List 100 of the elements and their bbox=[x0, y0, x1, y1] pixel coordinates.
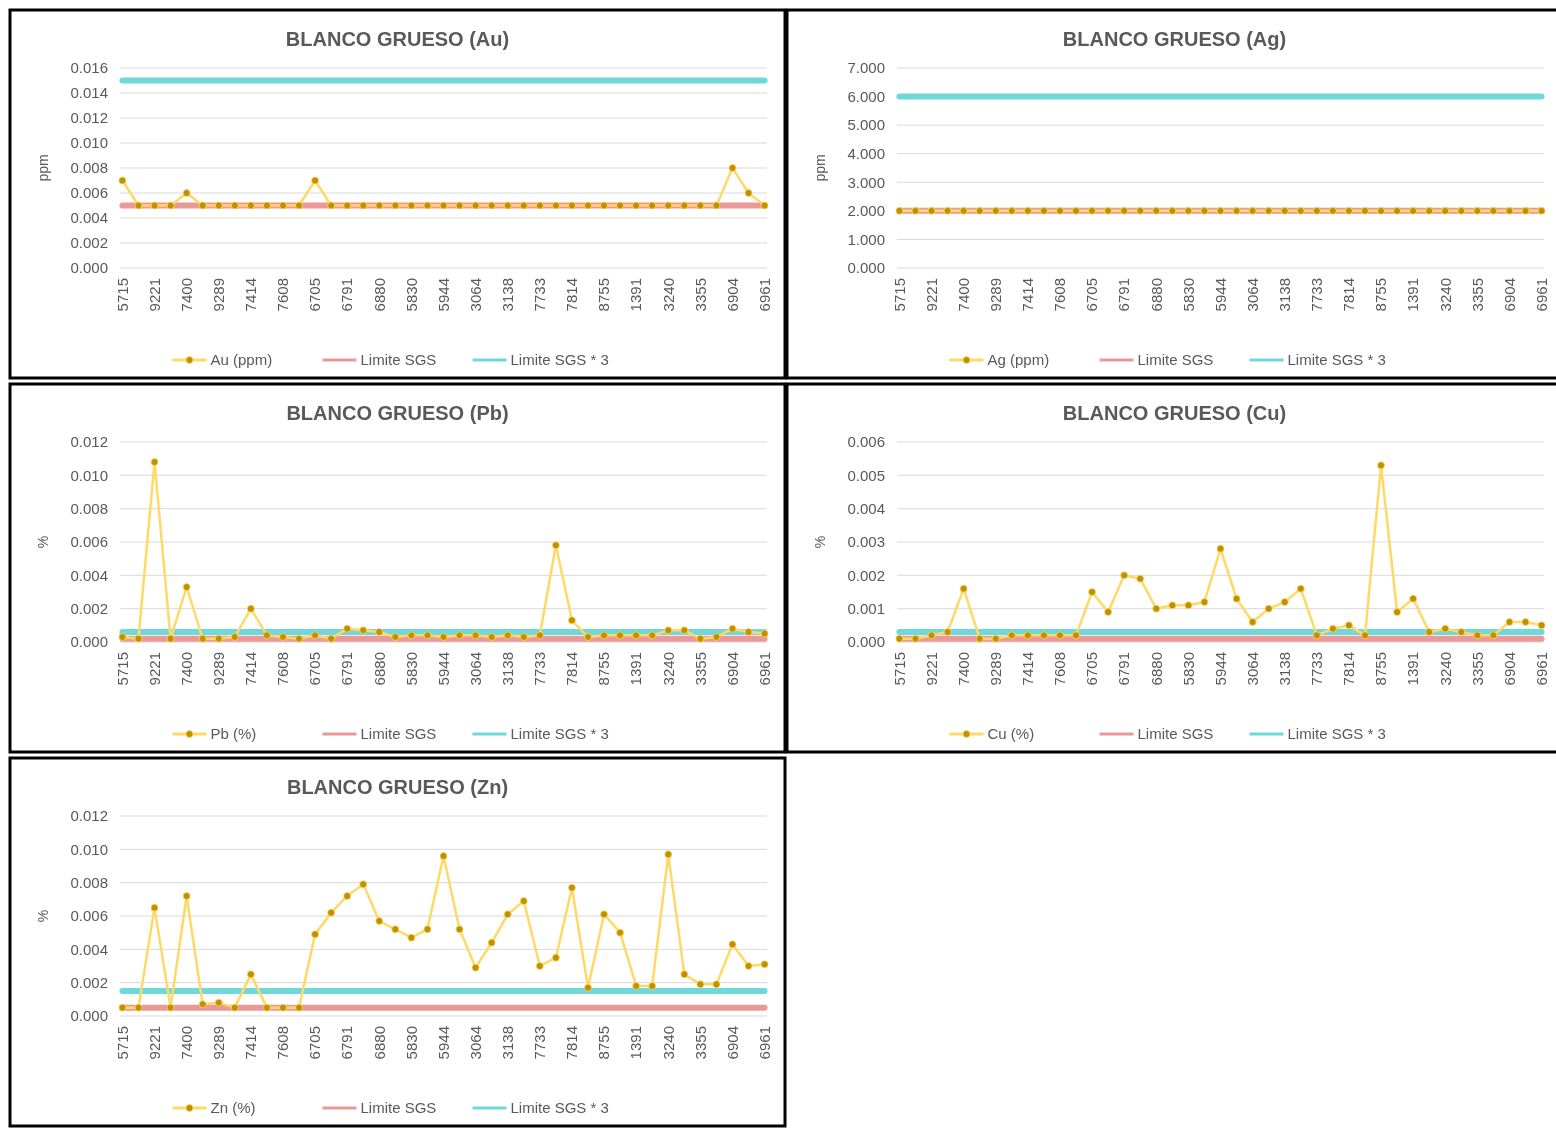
point bbox=[911, 634, 920, 643]
x-tick-label: 3240 bbox=[659, 278, 677, 312]
x-tick-label: 6705 bbox=[1083, 278, 1101, 312]
y-tick-label: 0.006 bbox=[70, 907, 108, 925]
point bbox=[664, 850, 673, 859]
y-tick-label: 0.002 bbox=[70, 973, 108, 991]
x-tick-label: 3138 bbox=[1275, 652, 1293, 686]
point bbox=[519, 633, 528, 641]
point bbox=[279, 633, 287, 641]
point bbox=[198, 1000, 207, 1009]
point bbox=[1328, 624, 1337, 633]
point bbox=[680, 201, 689, 210]
y-tick-label: 0.000 bbox=[847, 259, 885, 277]
x-tick-label: 6961 bbox=[755, 278, 773, 312]
x-tick-label: 7414 bbox=[1019, 278, 1037, 312]
x-tick-label: 7733 bbox=[531, 1026, 549, 1060]
x-tick-label: 5830 bbox=[402, 278, 420, 312]
x-tick-label: 9289 bbox=[986, 652, 1004, 686]
y-tick-label: 6.000 bbox=[847, 87, 885, 105]
x-tick-label: 7400 bbox=[954, 652, 972, 686]
y-axis-title: % bbox=[812, 535, 828, 549]
y-tick-label: 0.010 bbox=[70, 840, 108, 858]
point bbox=[975, 634, 984, 643]
y-tick-label: 0.006 bbox=[70, 533, 108, 551]
point bbox=[1425, 628, 1434, 636]
x-tick-label: 6904 bbox=[723, 278, 741, 312]
x-tick-label: 3138 bbox=[498, 652, 516, 686]
x-tick-label: 5944 bbox=[434, 278, 452, 312]
x-tick-label: 5715 bbox=[113, 278, 131, 312]
x-tick-label: 7814 bbox=[563, 278, 581, 312]
x-tick-label: 7608 bbox=[274, 1026, 292, 1060]
x-tick-label: 3355 bbox=[691, 1026, 709, 1060]
legend-label: Limite SGS * 3 bbox=[1287, 351, 1386, 369]
point bbox=[279, 201, 287, 210]
legend-label: Limite SGS bbox=[360, 351, 437, 369]
x-tick-label: 3240 bbox=[659, 652, 677, 686]
x-tick-label: 7733 bbox=[531, 652, 549, 686]
y-tick-label: 0.010 bbox=[70, 466, 108, 484]
x-tick-label: 6904 bbox=[723, 652, 741, 686]
point bbox=[230, 633, 239, 641]
x-tick-label: 3064 bbox=[466, 278, 484, 312]
x-tick-label: 6705 bbox=[306, 1026, 324, 1060]
x-tick-label: 7814 bbox=[1340, 278, 1358, 312]
y-tick-label: 0.008 bbox=[70, 159, 108, 177]
x-tick-label: 3138 bbox=[1275, 278, 1293, 312]
point bbox=[1441, 624, 1450, 633]
point bbox=[1264, 604, 1273, 613]
point bbox=[503, 201, 512, 210]
y-axis-title: % bbox=[35, 909, 51, 923]
point bbox=[439, 633, 448, 641]
y-axis-title: % bbox=[35, 535, 51, 549]
point bbox=[680, 970, 689, 979]
y-tick-label: 0.006 bbox=[70, 184, 108, 202]
point bbox=[375, 201, 384, 210]
x-tick-label: 5944 bbox=[1211, 652, 1229, 686]
x-tick-label: 1391 bbox=[627, 278, 645, 312]
point bbox=[584, 983, 592, 992]
x-tick-label: 6880 bbox=[370, 1026, 388, 1060]
point bbox=[311, 930, 319, 939]
point bbox=[632, 201, 641, 210]
point bbox=[519, 201, 528, 210]
x-tick-label: 8755 bbox=[595, 652, 613, 686]
y-tick-label: 0.005 bbox=[847, 466, 885, 484]
point bbox=[600, 910, 608, 919]
point bbox=[568, 616, 576, 625]
point bbox=[1457, 628, 1466, 636]
point bbox=[728, 164, 737, 172]
point bbox=[551, 953, 560, 962]
point bbox=[439, 201, 448, 210]
y-tick-label: 1.000 bbox=[847, 230, 885, 248]
y-tick-label: 0.004 bbox=[70, 566, 108, 584]
point bbox=[1184, 601, 1193, 610]
point bbox=[182, 189, 191, 197]
point bbox=[712, 201, 721, 210]
point bbox=[1280, 598, 1289, 606]
point bbox=[118, 1003, 127, 1012]
point bbox=[616, 928, 624, 937]
point bbox=[664, 626, 673, 635]
point bbox=[327, 201, 336, 210]
point bbox=[134, 201, 143, 210]
y-tick-label: 4.000 bbox=[847, 144, 885, 162]
x-tick-label: 7414 bbox=[242, 278, 260, 312]
point bbox=[696, 980, 705, 989]
y-tick-label: 0.012 bbox=[70, 433, 108, 451]
y-tick-label: 0.001 bbox=[847, 599, 885, 617]
point bbox=[503, 910, 512, 919]
y-tick-label: 0.002 bbox=[70, 234, 108, 252]
x-tick-label: 3355 bbox=[1468, 278, 1486, 312]
point bbox=[503, 631, 512, 640]
point bbox=[584, 201, 592, 210]
point bbox=[295, 201, 303, 210]
x-tick-label: 3240 bbox=[659, 1026, 677, 1060]
point bbox=[214, 634, 223, 643]
point bbox=[118, 633, 127, 641]
point bbox=[696, 201, 705, 210]
x-tick-label: 1391 bbox=[1404, 652, 1422, 686]
x-tick-label: 9221 bbox=[922, 652, 940, 686]
y-tick-label: 2.000 bbox=[847, 202, 885, 220]
point bbox=[1377, 461, 1385, 470]
x-tick-label: 8755 bbox=[1372, 652, 1390, 686]
